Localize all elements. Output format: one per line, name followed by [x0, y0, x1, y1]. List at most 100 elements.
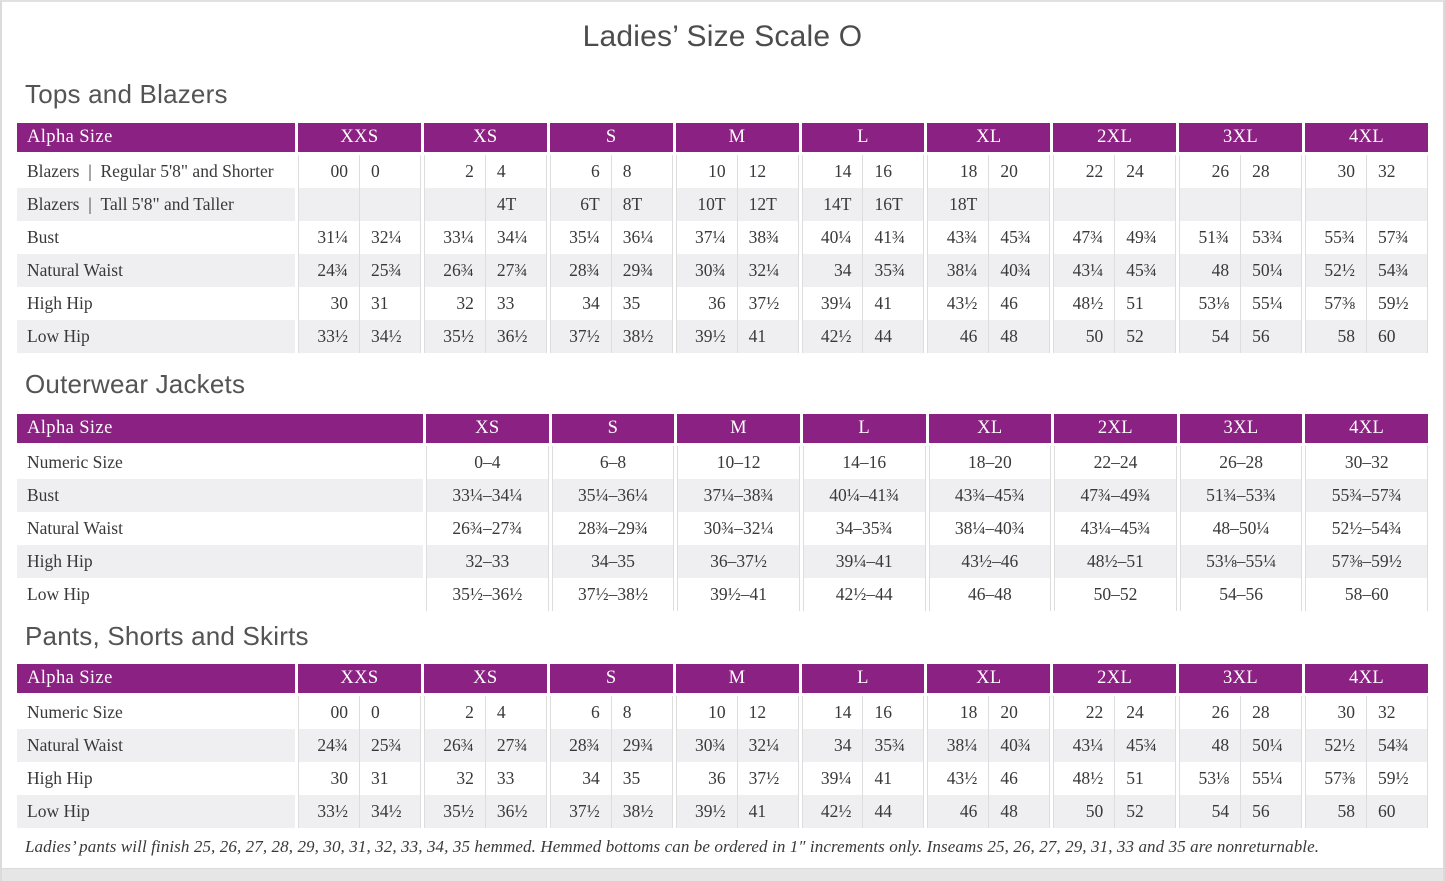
cell-value: 49¾ — [1126, 227, 1157, 247]
cell-value: 43¾ — [928, 221, 990, 254]
cell-value: 35¾ — [874, 735, 906, 755]
cell-value: 58 — [1306, 320, 1367, 353]
cell-value: 16 — [874, 161, 892, 181]
table-cell: 43¼–45¾ — [1054, 512, 1177, 545]
header-row: Alpha Size XXS XS S M L XL 2XL 3XL 4XL — [17, 123, 1428, 155]
cell-value: 20 — [1000, 161, 1018, 181]
table-cell: 50 52 — [1053, 320, 1177, 353]
table-cell: 34 35¾ — [801, 729, 925, 762]
cell-value: 10T — [677, 188, 738, 221]
cell-value: 24 — [1126, 161, 1144, 181]
cell-value: 6T — [551, 188, 612, 221]
cell-value: 8 — [622, 702, 632, 722]
cell-value: 48 — [1180, 729, 1242, 762]
cell-value: 31¼ — [299, 221, 360, 254]
cell-value-pair — [1054, 188, 1175, 221]
column-header-2xl: 2XL — [1054, 414, 1177, 446]
table-cell: 37¼–38¾ — [677, 479, 800, 512]
table-cell: 28¾ 29¾ — [549, 254, 673, 287]
table-cell: 30 31 — [298, 287, 421, 320]
table-cell: 48–50¼ — [1179, 512, 1303, 545]
cell-value: 8T — [622, 194, 643, 214]
cell-value: 32 — [1378, 161, 1396, 181]
cell-value-pair: 57⅜ 59½ — [1306, 287, 1427, 320]
cell-value: 35 — [622, 768, 641, 788]
cell-value: 33½ — [299, 795, 360, 828]
cell-value: 00 — [299, 155, 360, 188]
cell-value: 50 — [1054, 795, 1116, 828]
column-header-3xl: 3XL — [1179, 664, 1302, 696]
cell-value: 55¾ — [1306, 221, 1367, 254]
cell-value: 51¾ — [1180, 221, 1242, 254]
cell-value: 40¾ — [1000, 260, 1031, 280]
cell-value: 29¾ — [622, 260, 654, 280]
cell-value-pair: 33¼ 34¼ — [425, 221, 546, 254]
column-header-2xl: 2XL — [1053, 123, 1177, 155]
cell-value: 51 — [1126, 768, 1144, 788]
table-cell — [1179, 188, 1302, 221]
cell-value: 48 — [1180, 254, 1242, 287]
cell-value: 24¾ — [299, 254, 360, 287]
cell-value: 36½ — [496, 326, 528, 346]
table-cell: 34 35¾ — [801, 254, 925, 287]
section-pants-shorts-skirts: Pants, Shorts and Skirts Alpha Size XXS XS… — [14, 621, 1431, 828]
cell-value-pair: 4T — [425, 188, 546, 221]
cell-value: 33 — [496, 293, 515, 313]
table-cell: 35½ 36½ — [423, 795, 547, 828]
cell-value-pair: 53⅛ 55¼ — [1180, 762, 1301, 795]
cell-value-pair: 30¾ 32¼ — [677, 729, 798, 762]
cell-value: 34½ — [370, 326, 402, 346]
table-row: Natural Waist 24¾ 25¾ 26¾ 27¾ 28¾ 29¾ 30¾ 32¼ 34 3… — [17, 729, 1428, 762]
cell-value: 59½ — [1378, 293, 1409, 313]
cell-value-pair: 33½ 34½ — [299, 320, 420, 353]
cell-value-pair: 48 50¼ — [1180, 254, 1301, 287]
column-header-xxs: XXS — [298, 123, 421, 155]
cell-value — [1180, 188, 1242, 221]
table-cell: 39½–41 — [677, 578, 800, 611]
row-label: Low Hip — [17, 795, 295, 828]
size-table-tops-and-blazers: Alpha Size XXS XS S M L XL 2XL 3XL 4XL Blazers | R… — [14, 123, 1431, 353]
table-cell: 24¾ 25¾ — [298, 254, 421, 287]
column-header-s: S — [549, 664, 673, 696]
table-cell: 55¾–57¾ — [1305, 479, 1428, 512]
cell-value-pair: 32 33 — [425, 287, 546, 320]
cell-value: 16T — [874, 194, 903, 214]
table-cell: 36–37½ — [677, 545, 800, 578]
cell-value: 48 — [1000, 326, 1018, 346]
table-cell: 53⅛ 55¼ — [1179, 287, 1302, 320]
cell-value: 34 — [803, 729, 864, 762]
cell-value: 12 — [748, 702, 767, 722]
table-cell: 33¼–34¼ — [426, 479, 549, 512]
table-cell: 32 33 — [423, 762, 547, 795]
table-cell: 58 60 — [1305, 795, 1428, 828]
cell-value: 45¾ — [1126, 735, 1157, 755]
cell-value: 39¼ — [803, 287, 864, 320]
cell-value-pair: 57⅜ 59½ — [1306, 762, 1427, 795]
table-row: High Hip 30 31 32 33 34 35 36 37½ 39¼ 41 43½ 46 48½ 51… — [17, 762, 1428, 795]
cell-value: 27¾ — [496, 735, 528, 755]
cell-value — [1115, 188, 1175, 221]
size-table-container: Alpha Size XXS XS S M L XL 2XL 3XL 4XL Numeric Siz… — [14, 664, 1431, 828]
cell-value-pair: 39½ 41 — [677, 320, 798, 353]
table-cell: 26 28 — [1179, 696, 1302, 729]
column-header-4xl: 4XL — [1305, 123, 1428, 155]
cell-value: 26 — [1180, 155, 1242, 188]
cell-value: 39½ — [677, 795, 738, 828]
cell-value: 48½ — [1054, 762, 1116, 795]
cell-value-pair: 40¼ 41¾ — [803, 221, 924, 254]
table-cell: 26 28 — [1179, 155, 1302, 188]
cell-value: 33 — [496, 768, 515, 788]
table-cell: 43¾ 45¾ — [927, 221, 1051, 254]
cell-value: 46 — [1000, 768, 1018, 788]
cell-value: 48½ — [1054, 287, 1116, 320]
cell-value: 32 — [1378, 702, 1396, 722]
cell-value-pair: 31¼ 32¼ — [299, 221, 420, 254]
row-label: Numeric Size — [27, 702, 123, 722]
table-cell: 43½ 46 — [927, 762, 1051, 795]
table-cell: 46 48 — [927, 795, 1051, 828]
cell-value: 37¼ — [677, 221, 738, 254]
cell-value-pair: 54 56 — [1180, 320, 1301, 353]
table-row: Natural Waist 24¾ 25¾ 26¾ 27¾ 28¾ 29¾ 30¾ 32¼ 34 3… — [17, 254, 1428, 287]
